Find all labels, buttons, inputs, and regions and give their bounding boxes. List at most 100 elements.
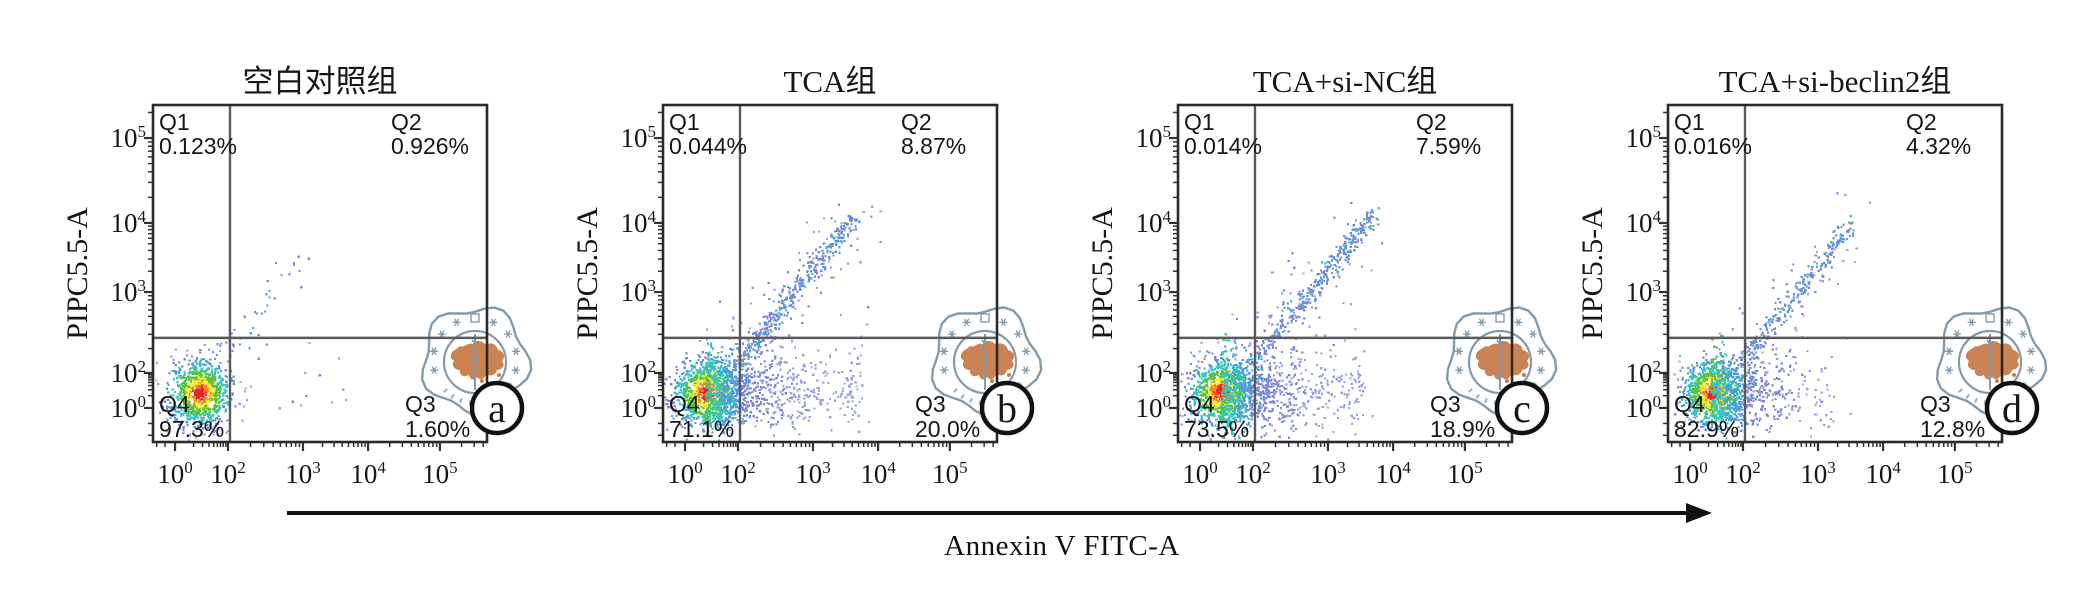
quadrant-label-q1: Q1: [159, 109, 190, 135]
fc-panel-d: TCA+si-beclin2组 PIPC5.5-A 100 102 103 104 105 1…: [1575, 40, 2079, 490]
stamp-star: [489, 318, 498, 327]
y-tick-label: 103: [111, 276, 147, 307]
quadrant-value-q1: 0.123%: [159, 133, 237, 159]
stamp-star: [939, 347, 948, 356]
panel-letter-badge: a: [469, 380, 525, 436]
x-tick-label: 102: [1725, 458, 1761, 489]
china-map-icon: [960, 341, 1015, 383]
map-island-dot: [2012, 373, 2016, 377]
x-tick-label: 100: [1182, 458, 1218, 489]
stamp-star: [452, 318, 461, 327]
y-tick-label: 105: [621, 122, 657, 153]
scatter-points: [1668, 192, 1872, 442]
y-tick-label: 100: [1136, 392, 1172, 423]
quadrant-label-q1: Q1: [669, 109, 700, 135]
stamp-arc-text-mark: [443, 388, 448, 393]
stamp-star: [2026, 366, 2035, 375]
stamp-top-mark: [1985, 313, 1995, 323]
china-map-icon: [1475, 341, 1530, 383]
stamp-arc-text-mark: [953, 388, 958, 393]
panel-letter: c: [1513, 386, 1531, 431]
china-map-shape: [960, 341, 1015, 380]
quadrant-value-q4: 97.3%: [159, 416, 224, 442]
scatter-points: [153, 255, 348, 442]
x-tick-label: 102: [1235, 458, 1271, 489]
quadrant-label-q4: Q4: [159, 391, 190, 417]
stamp-star: [962, 318, 971, 327]
quadrant-value-q4: 73.5%: [1184, 416, 1249, 442]
plot-box: [151, 103, 489, 444]
scatter-points: [663, 203, 882, 442]
panel-letter-circle: [1494, 380, 1550, 436]
stamp-arc-text-mark: [1965, 393, 1970, 399]
watermark-stamp: [1445, 306, 1558, 418]
china-map-icon: [450, 341, 505, 383]
stamp-arc-text-mark: [1958, 388, 1963, 393]
quadrant-value-q4: 82.9%: [1674, 416, 1739, 442]
x-axis-arrow: [287, 503, 1712, 523]
y-tick-label: 103: [1626, 276, 1662, 307]
quadrant-label-q2: Q2: [391, 109, 422, 135]
stamp-star: [512, 347, 521, 356]
stamp-star: [1014, 330, 1023, 338]
fc-panel-svg-d: TCA+si-beclin2组 PIPC5.5-A 100 102 103 104 105 1…: [1576, 64, 2048, 489]
stamp-star: [430, 366, 439, 375]
y-tick-label: 104: [1626, 207, 1662, 238]
stamp-star: [1455, 366, 1464, 375]
y-tick-label: 104: [111, 207, 147, 238]
fc-panel-svg-b: TCA组 PIPC5.5-A 100 102 103 104 105 100 102 103 104…: [571, 64, 1043, 489]
china-map-shape: [1475, 341, 1530, 380]
plot-box: [1176, 103, 1514, 444]
y-tick-label: 103: [621, 276, 657, 307]
stamp-star: [1454, 347, 1463, 356]
quadrant-label-q4: Q4: [1184, 391, 1215, 417]
quadrant-value-q2: 0.926%: [391, 133, 469, 159]
stamp-star: [1952, 330, 1961, 338]
quadrant-value-q1: 0.044%: [669, 133, 747, 159]
quadrant-label-q3: Q3: [915, 391, 946, 417]
stamp-star: [1944, 347, 1953, 356]
y-tick-label: 105: [111, 122, 147, 153]
quadrant-label-q3: Q3: [1920, 391, 1951, 417]
stamp-star: [504, 330, 513, 338]
stamp-arc-text-mark: [1974, 397, 1978, 404]
stamp-star: [999, 318, 1008, 327]
y-axis-label: PIPC5.5-A: [61, 207, 94, 340]
x-tick-label: 105: [422, 458, 458, 489]
stamp-top-mark: [980, 313, 990, 323]
stamp-star: [940, 366, 949, 375]
map-island-dot: [1007, 373, 1011, 377]
panel-letter-circle: [979, 380, 1035, 436]
panel-title: TCA+si-NC组: [1253, 64, 1438, 99]
stamp-star: [1022, 347, 1031, 356]
x-tick-label: 105: [932, 458, 968, 489]
stamp-star: [2004, 318, 2013, 327]
quadrant-label-q3: Q3: [1430, 391, 1461, 417]
stamp-star: [1021, 366, 1030, 375]
quadrant-label-q4: Q4: [669, 391, 700, 417]
y-tick-label: 102: [1136, 357, 1172, 388]
stamp-star: [947, 330, 956, 338]
stamp-star: [511, 366, 520, 375]
stamp-star: [1536, 366, 1545, 375]
stamp-star: [1514, 318, 1523, 327]
x-tick-label: 102: [210, 458, 246, 489]
x-tick-label: 104: [1865, 458, 1901, 489]
stamp-star: [437, 330, 446, 338]
quadrant-value-q3: 20.0%: [915, 416, 980, 442]
y-tick-label: 105: [1136, 122, 1172, 153]
x-tick-label: 100: [1672, 458, 1708, 489]
map-island-dot: [990, 379, 994, 383]
y-tick-label: 102: [111, 357, 147, 388]
fc-panel-a: 空白对照组 PIPC5.5-A 100 102 103 104 105 100 102 103 10…: [60, 40, 570, 490]
stamp-snake: [981, 339, 989, 387]
stamp-snake: [1986, 339, 1994, 387]
map-island-dot: [480, 379, 484, 383]
stamp-snake: [471, 339, 479, 387]
stamp-star: [429, 347, 438, 356]
fc-panel-svg-c: TCA+si-NC组 PIPC5.5-A 100 102 103 104 105 100 102…: [1086, 64, 1558, 489]
x-tick-label: 103: [1310, 458, 1346, 489]
quadrant-value-q2: 7.59%: [1416, 133, 1481, 159]
panel-title: 空白对照组: [243, 64, 398, 99]
